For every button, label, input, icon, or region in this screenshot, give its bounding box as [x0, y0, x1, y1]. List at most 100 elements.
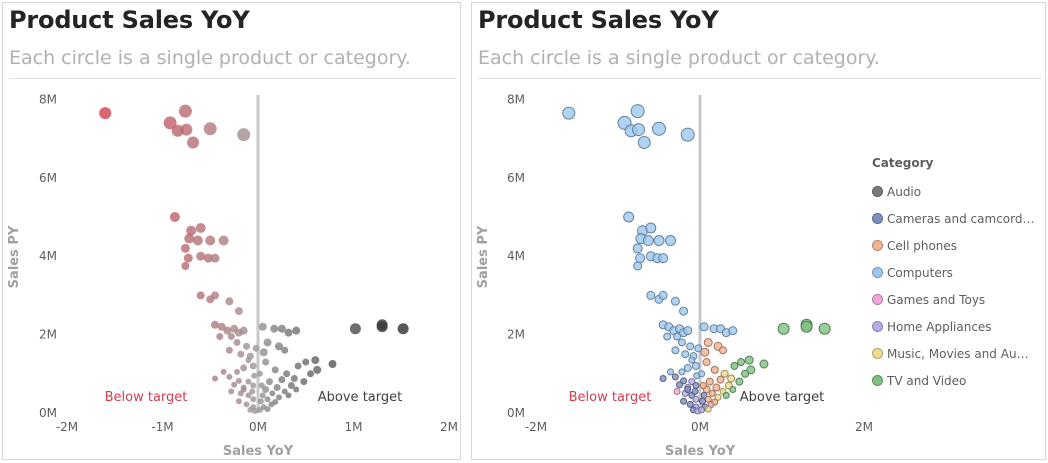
- data-point[interactable]: [269, 390, 276, 397]
- data-point[interactable]: [243, 401, 250, 408]
- data-point[interactable]: [653, 235, 665, 247]
- data-point[interactable]: [704, 405, 712, 413]
- data-point[interactable]: [203, 122, 217, 136]
- data-point[interactable]: [169, 212, 180, 222]
- data-point[interactable]: [203, 253, 213, 263]
- data-point[interactable]: [692, 395, 700, 403]
- data-point[interactable]: [698, 406, 706, 414]
- legend-item[interactable]: Games and Toys: [872, 286, 1035, 313]
- data-point[interactable]: [666, 368, 674, 376]
- data-point[interactable]: [211, 291, 220, 300]
- data-point[interactable]: [680, 377, 688, 385]
- data-point[interactable]: [262, 358, 270, 366]
- data-point[interactable]: [294, 362, 302, 370]
- data-point[interactable]: [708, 389, 716, 397]
- data-point[interactable]: [630, 104, 645, 119]
- data-point[interactable]: [99, 107, 112, 120]
- data-point[interactable]: [688, 356, 696, 364]
- data-point[interactable]: [281, 346, 289, 354]
- data-point[interactable]: [228, 388, 235, 395]
- data-point[interactable]: [716, 375, 725, 384]
- data-point[interactable]: [728, 326, 738, 336]
- data-point[interactable]: [635, 253, 646, 264]
- data-point[interactable]: [216, 333, 224, 341]
- data-point[interactable]: [272, 399, 279, 406]
- data-point[interactable]: [287, 382, 295, 390]
- data-point[interactable]: [562, 106, 576, 120]
- data-point[interactable]: [271, 366, 279, 374]
- data-point[interactable]: [276, 394, 283, 401]
- data-point[interactable]: [691, 387, 699, 395]
- data-point[interactable]: [699, 322, 709, 332]
- data-point[interactable]: [273, 384, 281, 392]
- data-point[interactable]: [225, 346, 233, 354]
- data-point[interactable]: [703, 337, 713, 347]
- data-point[interactable]: [292, 326, 301, 335]
- data-point[interactable]: [681, 350, 690, 359]
- data-point[interactable]: [257, 398, 264, 405]
- data-point[interactable]: [283, 370, 291, 378]
- data-point[interactable]: [735, 377, 744, 386]
- legend-item[interactable]: Music, Movies and Audio Books: [872, 340, 1035, 367]
- legend-item[interactable]: Home Appliances: [872, 313, 1035, 340]
- data-point[interactable]: [196, 291, 205, 300]
- data-point[interactable]: [245, 378, 252, 385]
- data-point[interactable]: [800, 320, 813, 333]
- data-point[interactable]: [694, 344, 703, 353]
- data-point[interactable]: [178, 104, 192, 118]
- data-point[interactable]: [245, 357, 252, 364]
- legend-item[interactable]: Computers: [872, 259, 1035, 286]
- legend-item[interactable]: Cameras and camcorders: [872, 205, 1035, 232]
- data-point[interactable]: [729, 385, 737, 393]
- data-point[interactable]: [231, 381, 238, 388]
- data-point[interactable]: [270, 324, 279, 333]
- data-point[interactable]: [670, 296, 680, 306]
- data-point[interactable]: [235, 398, 242, 405]
- data-point[interactable]: [686, 342, 695, 351]
- data-point[interactable]: [349, 323, 361, 335]
- data-point[interactable]: [264, 396, 271, 403]
- data-point[interactable]: [234, 307, 243, 316]
- data-point[interactable]: [300, 378, 308, 386]
- data-point[interactable]: [699, 382, 707, 390]
- data-point[interactable]: [180, 123, 193, 136]
- data-point[interactable]: [293, 386, 300, 393]
- data-point[interactable]: [637, 136, 651, 150]
- data-point[interactable]: [281, 388, 288, 395]
- data-point[interactable]: [664, 235, 676, 247]
- data-point[interactable]: [243, 342, 251, 350]
- data-point[interactable]: [698, 370, 706, 378]
- data-point[interactable]: [632, 123, 645, 137]
- data-point[interactable]: [223, 326, 232, 335]
- data-point[interactable]: [659, 375, 667, 383]
- data-point[interactable]: [307, 370, 315, 378]
- data-point[interactable]: [744, 355, 754, 365]
- data-point[interactable]: [195, 222, 206, 233]
- data-point[interactable]: [679, 306, 689, 316]
- data-point[interactable]: [163, 116, 177, 130]
- data-point[interactable]: [746, 365, 756, 375]
- data-point[interactable]: [311, 356, 320, 365]
- data-point[interactable]: [239, 326, 248, 335]
- data-point[interactable]: [187, 136, 200, 149]
- data-point[interactable]: [711, 398, 719, 406]
- data-point[interactable]: [251, 372, 258, 379]
- data-point[interactable]: [211, 320, 220, 329]
- data-point[interactable]: [240, 364, 248, 372]
- data-point[interactable]: [249, 362, 257, 370]
- data-point[interactable]: [710, 365, 719, 374]
- data-point[interactable]: [633, 261, 643, 271]
- data-point[interactable]: [700, 347, 710, 357]
- data-point[interactable]: [623, 211, 635, 223]
- data-point[interactable]: [196, 251, 206, 261]
- data-point[interactable]: [180, 243, 190, 253]
- data-point[interactable]: [181, 262, 190, 270]
- data-point[interactable]: [741, 369, 750, 378]
- data-point[interactable]: [671, 373, 679, 381]
- data-point[interactable]: [220, 368, 227, 375]
- data-point[interactable]: [212, 375, 219, 382]
- data-point[interactable]: [658, 290, 668, 300]
- data-point[interactable]: [210, 253, 220, 263]
- data-point[interactable]: [678, 368, 686, 376]
